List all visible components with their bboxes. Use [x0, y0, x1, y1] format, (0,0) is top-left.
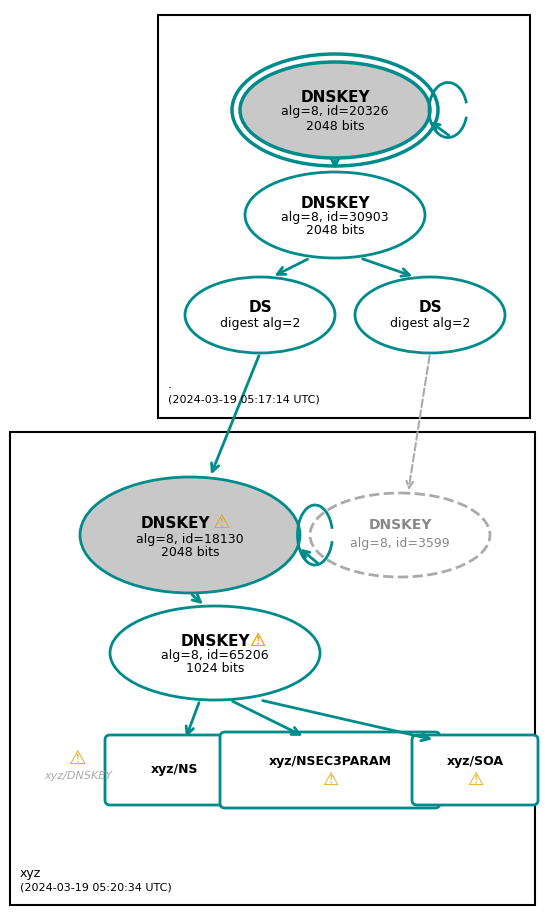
- Ellipse shape: [355, 277, 505, 353]
- Ellipse shape: [185, 277, 335, 353]
- Text: 2048 bits: 2048 bits: [306, 224, 364, 237]
- Ellipse shape: [310, 493, 490, 577]
- Text: DNSKEY: DNSKEY: [180, 633, 250, 649]
- Text: 2048 bits: 2048 bits: [161, 547, 219, 560]
- Ellipse shape: [245, 172, 425, 258]
- Text: ⚠: ⚠: [249, 632, 265, 650]
- Text: xyz/NS: xyz/NS: [152, 764, 199, 777]
- Text: xyz/NSEC3PARAM: xyz/NSEC3PARAM: [269, 755, 391, 768]
- Text: (2024-03-19 05:20:34 UTC): (2024-03-19 05:20:34 UTC): [20, 883, 172, 893]
- FancyBboxPatch shape: [10, 432, 535, 905]
- Text: ⚠: ⚠: [69, 748, 87, 767]
- Text: ⚠: ⚠: [467, 771, 483, 789]
- Text: DNSKEY: DNSKEY: [300, 196, 370, 210]
- Text: digest alg=2: digest alg=2: [220, 316, 300, 330]
- Text: xyz: xyz: [20, 867, 41, 880]
- Text: DS: DS: [418, 300, 442, 314]
- Text: DNSKEY: DNSKEY: [140, 516, 210, 530]
- Text: alg=8, id=3599: alg=8, id=3599: [350, 537, 450, 550]
- FancyBboxPatch shape: [412, 735, 538, 805]
- Text: ⚠: ⚠: [213, 514, 231, 532]
- Text: alg=8, id=18130: alg=8, id=18130: [136, 532, 244, 546]
- Text: 1024 bits: 1024 bits: [186, 663, 244, 675]
- Ellipse shape: [110, 606, 320, 700]
- Text: DNSKEY: DNSKEY: [368, 518, 432, 532]
- FancyBboxPatch shape: [105, 735, 245, 805]
- Text: DS: DS: [248, 300, 272, 314]
- Text: .: .: [168, 378, 172, 391]
- Text: DNSKEY: DNSKEY: [300, 90, 370, 106]
- Text: xyz/SOA: xyz/SOA: [446, 755, 504, 768]
- Text: alg=8, id=30903: alg=8, id=30903: [281, 210, 389, 223]
- Text: xyz/DNSKEY: xyz/DNSKEY: [44, 771, 112, 781]
- Text: alg=8, id=65206: alg=8, id=65206: [161, 649, 269, 662]
- Text: ⚠: ⚠: [322, 771, 338, 789]
- Text: 2048 bits: 2048 bits: [306, 119, 364, 132]
- FancyBboxPatch shape: [158, 15, 530, 418]
- Text: ⚠: ⚠: [249, 632, 265, 650]
- Text: (2024-03-19 05:17:14 UTC): (2024-03-19 05:17:14 UTC): [168, 395, 320, 405]
- FancyBboxPatch shape: [220, 732, 440, 808]
- Ellipse shape: [240, 62, 430, 158]
- Ellipse shape: [80, 477, 300, 593]
- Text: alg=8, id=20326: alg=8, id=20326: [281, 106, 389, 119]
- Text: digest alg=2: digest alg=2: [390, 316, 470, 330]
